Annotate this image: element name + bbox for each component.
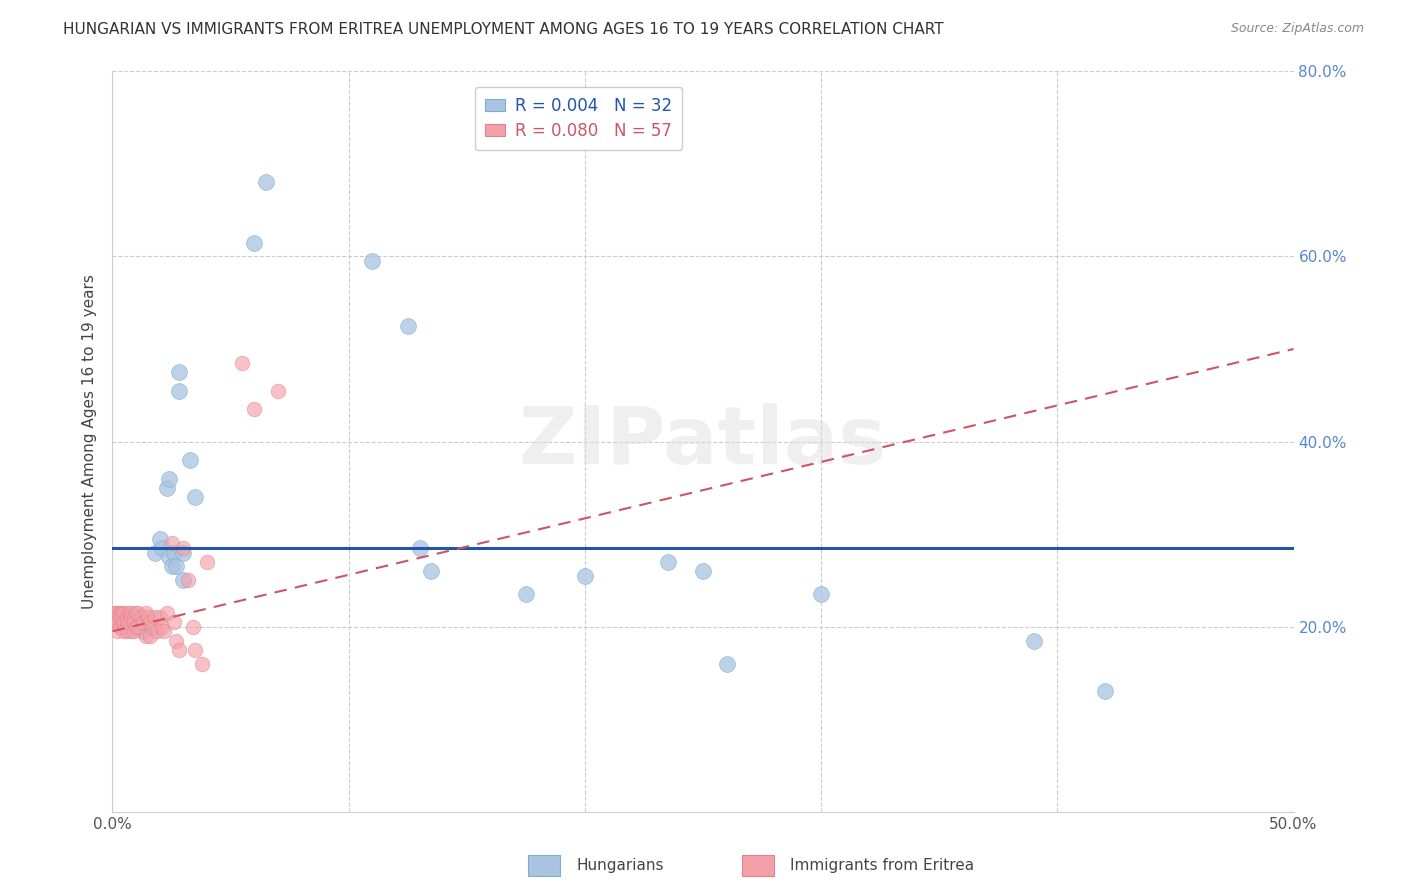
Point — [149, 610, 172, 624]
Point — [157, 472, 180, 486]
Point — [163, 545, 186, 560]
Point — [135, 606, 157, 620]
Point — [143, 610, 166, 624]
Point — [104, 615, 127, 629]
Point — [153, 624, 176, 639]
Point — [408, 541, 430, 555]
Point — [115, 624, 138, 639]
Point — [172, 574, 194, 588]
Point — [104, 606, 127, 620]
Point — [122, 624, 145, 639]
Point — [112, 606, 135, 620]
Point — [115, 610, 138, 624]
Point — [160, 536, 183, 550]
Point — [150, 619, 173, 633]
Point — [120, 624, 142, 639]
Point — [122, 610, 145, 624]
Point — [108, 610, 131, 624]
Point — [118, 615, 141, 629]
Point — [105, 624, 128, 639]
Point — [142, 619, 165, 633]
Point — [111, 615, 134, 629]
Point — [716, 657, 738, 671]
Point — [143, 545, 166, 560]
Point — [135, 629, 157, 643]
Point — [149, 532, 172, 546]
Bar — [742, 855, 773, 876]
Point — [172, 545, 194, 560]
Point — [105, 615, 128, 629]
Point — [181, 619, 204, 633]
Point — [231, 356, 253, 370]
Point — [157, 550, 180, 565]
Point — [132, 615, 155, 629]
Text: Immigrants from Eritrea: Immigrants from Eritrea — [790, 858, 974, 872]
Point — [167, 642, 190, 657]
Point — [810, 587, 832, 601]
Bar — [529, 855, 560, 876]
Point — [361, 254, 384, 268]
Point — [108, 606, 131, 620]
Point — [150, 541, 173, 555]
Point — [139, 629, 162, 643]
Point — [177, 574, 200, 588]
Point — [122, 615, 145, 629]
Point — [104, 606, 127, 620]
Point — [160, 559, 183, 574]
Point — [243, 402, 266, 417]
Point — [163, 615, 186, 629]
Point — [129, 610, 152, 624]
Point — [165, 633, 187, 648]
Point — [195, 555, 218, 569]
Point — [111, 606, 134, 620]
Point — [243, 235, 266, 250]
Point — [179, 453, 201, 467]
Text: Source: ZipAtlas.com: Source: ZipAtlas.com — [1230, 22, 1364, 36]
Point — [139, 615, 162, 629]
Point — [120, 610, 142, 624]
Text: Hungarians: Hungarians — [576, 858, 664, 872]
Point — [108, 619, 131, 633]
Point — [515, 587, 537, 601]
Point — [191, 657, 214, 671]
Point — [165, 559, 187, 574]
Point — [132, 615, 155, 629]
Point — [267, 384, 290, 398]
Point — [125, 606, 148, 620]
Point — [112, 615, 135, 629]
Y-axis label: Unemployment Among Ages 16 to 19 years: Unemployment Among Ages 16 to 19 years — [82, 274, 97, 609]
Point — [574, 568, 596, 582]
Point — [692, 564, 714, 578]
Point — [132, 624, 155, 639]
Point — [120, 606, 142, 620]
Point — [156, 606, 179, 620]
Point — [254, 175, 277, 190]
Point — [396, 318, 419, 333]
Point — [1022, 633, 1045, 648]
Point — [184, 642, 207, 657]
Point — [115, 615, 138, 629]
Point — [167, 365, 190, 379]
Point — [420, 564, 443, 578]
Point — [156, 481, 179, 495]
Point — [125, 619, 148, 633]
Point — [146, 624, 169, 639]
Point — [127, 619, 149, 633]
Point — [184, 490, 207, 504]
Text: HUNGARIAN VS IMMIGRANTS FROM ERITREA UNEMPLOYMENT AMONG AGES 16 TO 19 YEARS CORR: HUNGARIAN VS IMMIGRANTS FROM ERITREA UNE… — [63, 22, 943, 37]
Point — [112, 624, 135, 639]
Point — [172, 541, 194, 555]
Text: ZIPatlas: ZIPatlas — [519, 402, 887, 481]
Point — [127, 606, 149, 620]
Point — [105, 610, 128, 624]
Point — [122, 615, 145, 629]
Legend: R = 0.004   N = 32, R = 0.080   N = 57: R = 0.004 N = 32, R = 0.080 N = 57 — [475, 87, 682, 150]
Point — [105, 606, 128, 620]
Point — [657, 555, 679, 569]
Point — [136, 610, 159, 624]
Point — [167, 384, 190, 398]
Point — [1094, 684, 1116, 698]
Point — [118, 606, 141, 620]
